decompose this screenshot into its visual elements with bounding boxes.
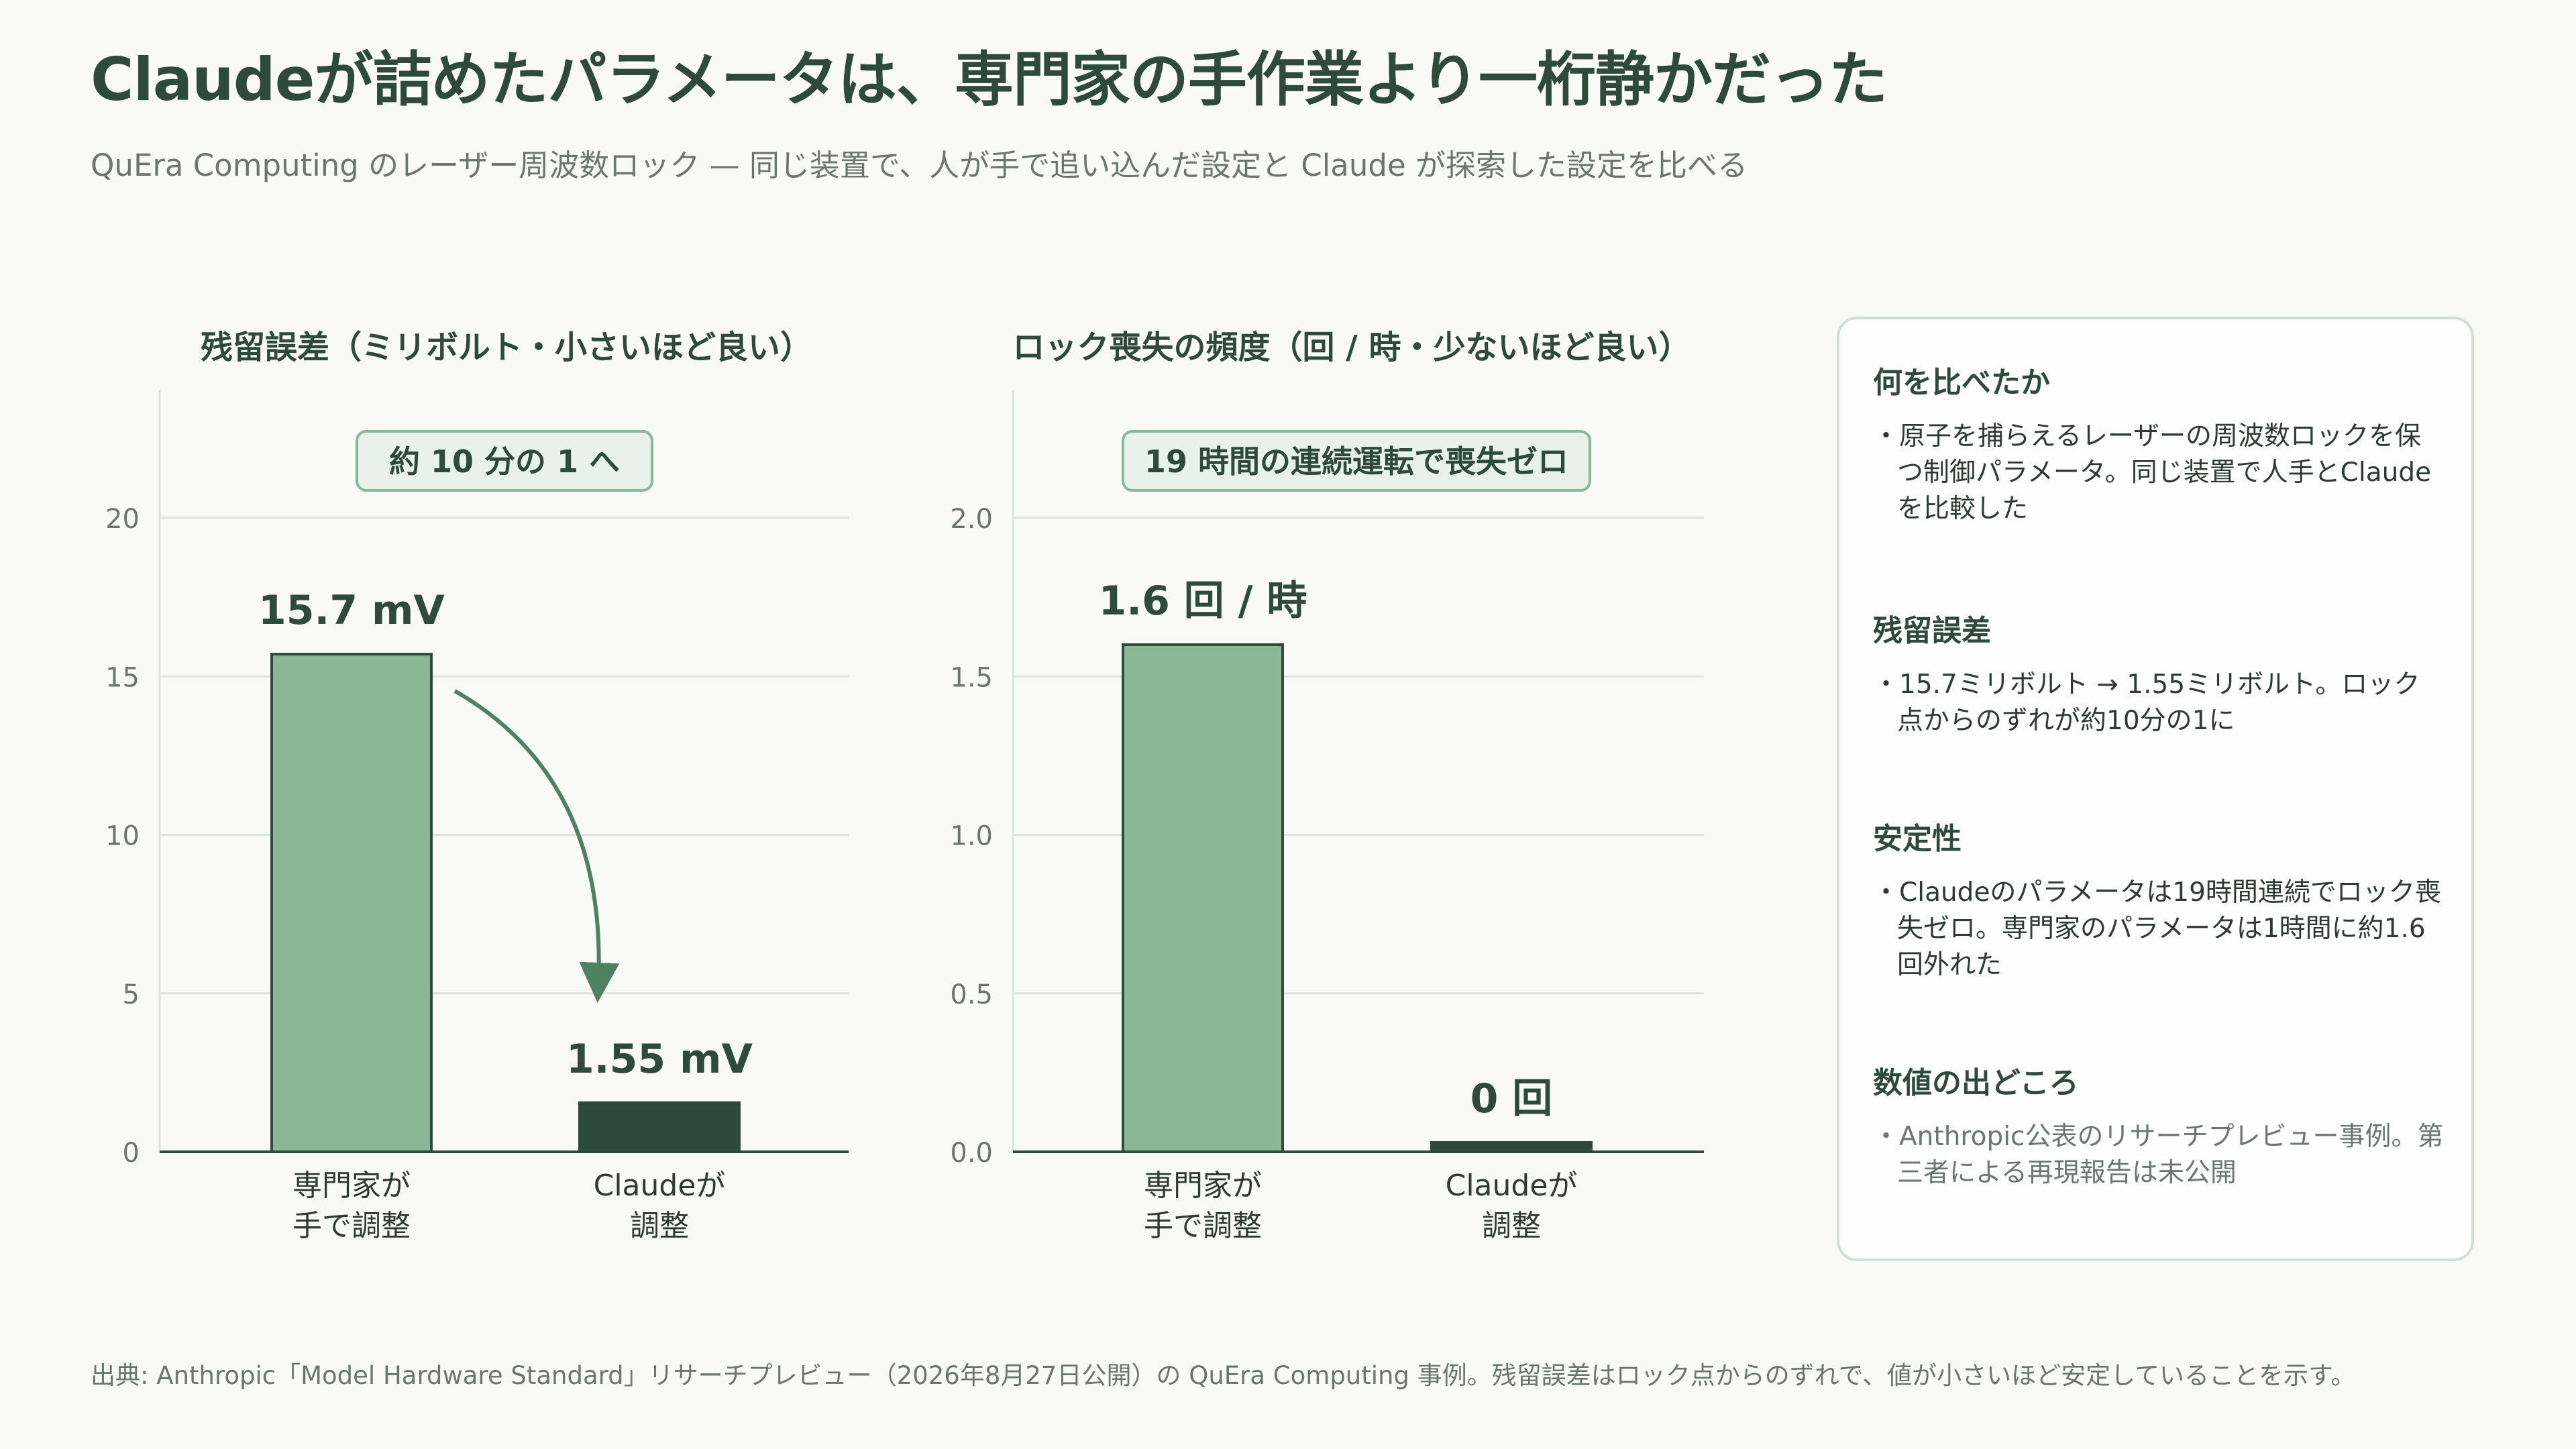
summary-heading: 安定性 [1873, 822, 1962, 856]
y-tick-label: 20 [105, 504, 140, 535]
summary-heading: 残留誤差 [1873, 614, 1991, 648]
summary-body: ・Anthropic公表のリサーチプレビュー事例。第三者による再現報告は未公開 [1873, 1122, 2444, 1188]
summary-section-stability: 安定性 ・Claudeのパラメータは19時間連続でロック喪失ゼロ。専門家のパラメ… [1873, 814, 2445, 983]
y-tick-label: 2.0 [950, 504, 993, 535]
x-tick-label: 手で調整 [1144, 1209, 1262, 1243]
annotation-badge [1122, 430, 1591, 492]
y-tick-label: 1.0 [950, 821, 993, 852]
page-title: Claudeが詰めたパラメータは、専門家の手作業より一桁静かだった [91, 45, 1888, 114]
summary-body: ・原子を捕らえるレーザーの周波数ロックを保つ制御パラメータ。同じ装置で人手とCl… [1873, 421, 2432, 524]
summary-panel: 何を比べたか ・原子を捕らえるレーザーの周波数ロックを保つ制御パラメータ。同じ装… [1837, 317, 2474, 1261]
summary-body: ・Claudeのパラメータは19時間連続でロック喪失ゼロ。専門家のパラメータは1… [1873, 877, 2441, 980]
annotation-text: 19 時間の連続運転で喪失ゼロ [1144, 443, 1568, 480]
chart-title-lock-loss: ロック喪失の頻度（回 / 時・少ないほど良い） [1012, 329, 1691, 366]
x-tick-label: Claudeが [1446, 1169, 1578, 1203]
x-tick-label: Claudeが [594, 1169, 726, 1203]
y-tick-label: 5 [123, 979, 140, 1010]
x-tick-label: 調整 [1482, 1209, 1541, 1243]
summary-heading: 何を比べたか [1873, 366, 2050, 400]
annotation-text: 約 10 分の 1 へ [389, 443, 620, 480]
data-label: 1.6 回 / 時 [1099, 578, 1307, 625]
bar [1122, 643, 1284, 1153]
x-tick-label: 専門家が [292, 1169, 411, 1203]
annotation-badge [356, 430, 653, 492]
data-label: 1.55 mV [566, 1036, 753, 1083]
summary-section-residual: 残留誤差 ・15.7ミリボルト → 1.55ミリボルト。ロック点からのずれが約1… [1873, 606, 2445, 739]
bar [1430, 1141, 1593, 1153]
y-tick-label: 10 [105, 821, 140, 852]
x-tick-label: 調整 [630, 1209, 689, 1243]
page-subtitle: QuEra Computing のレーザー周波数ロック — 同じ装置で、人が手で… [91, 148, 1748, 183]
summary-heading: 数値の出どころ [1873, 1066, 2079, 1100]
data-label: 15.7 mV [258, 587, 445, 634]
summary-body: ・15.7ミリボルト → 1.55ミリボルト。ロック点からのずれが約10分の1に [1873, 669, 2420, 736]
data-label: 0 回 [1470, 1075, 1553, 1122]
summary-section-comparison: 何を比べたか ・原子を捕らえるレーザーの周波数ロックを保つ制御パラメータ。同じ装… [1873, 358, 2445, 527]
bar [270, 653, 433, 1153]
reduction-arrow [453, 689, 620, 1003]
source-footnote: 出典: Anthropic「Model Hardware Standard」リサ… [91, 1361, 2356, 1390]
y-tick-label: 0.5 [950, 979, 993, 1010]
y-tick-label: 0.0 [950, 1138, 993, 1169]
chart-title-residual-error: 残留誤差（ミリボルト・小さいほど良い） [200, 329, 812, 366]
y-tick-label: 15 [105, 662, 140, 693]
y-tick-label: 0 [123, 1138, 140, 1169]
summary-section-source: 数値の出どころ ・Anthropic公表のリサーチプレビュー事例。第三者による再… [1873, 1059, 2445, 1191]
x-tick-label: 専門家が [1144, 1169, 1262, 1203]
x-tick-label: 手で調整 [292, 1209, 411, 1243]
y-tick-label: 1.5 [950, 662, 993, 693]
